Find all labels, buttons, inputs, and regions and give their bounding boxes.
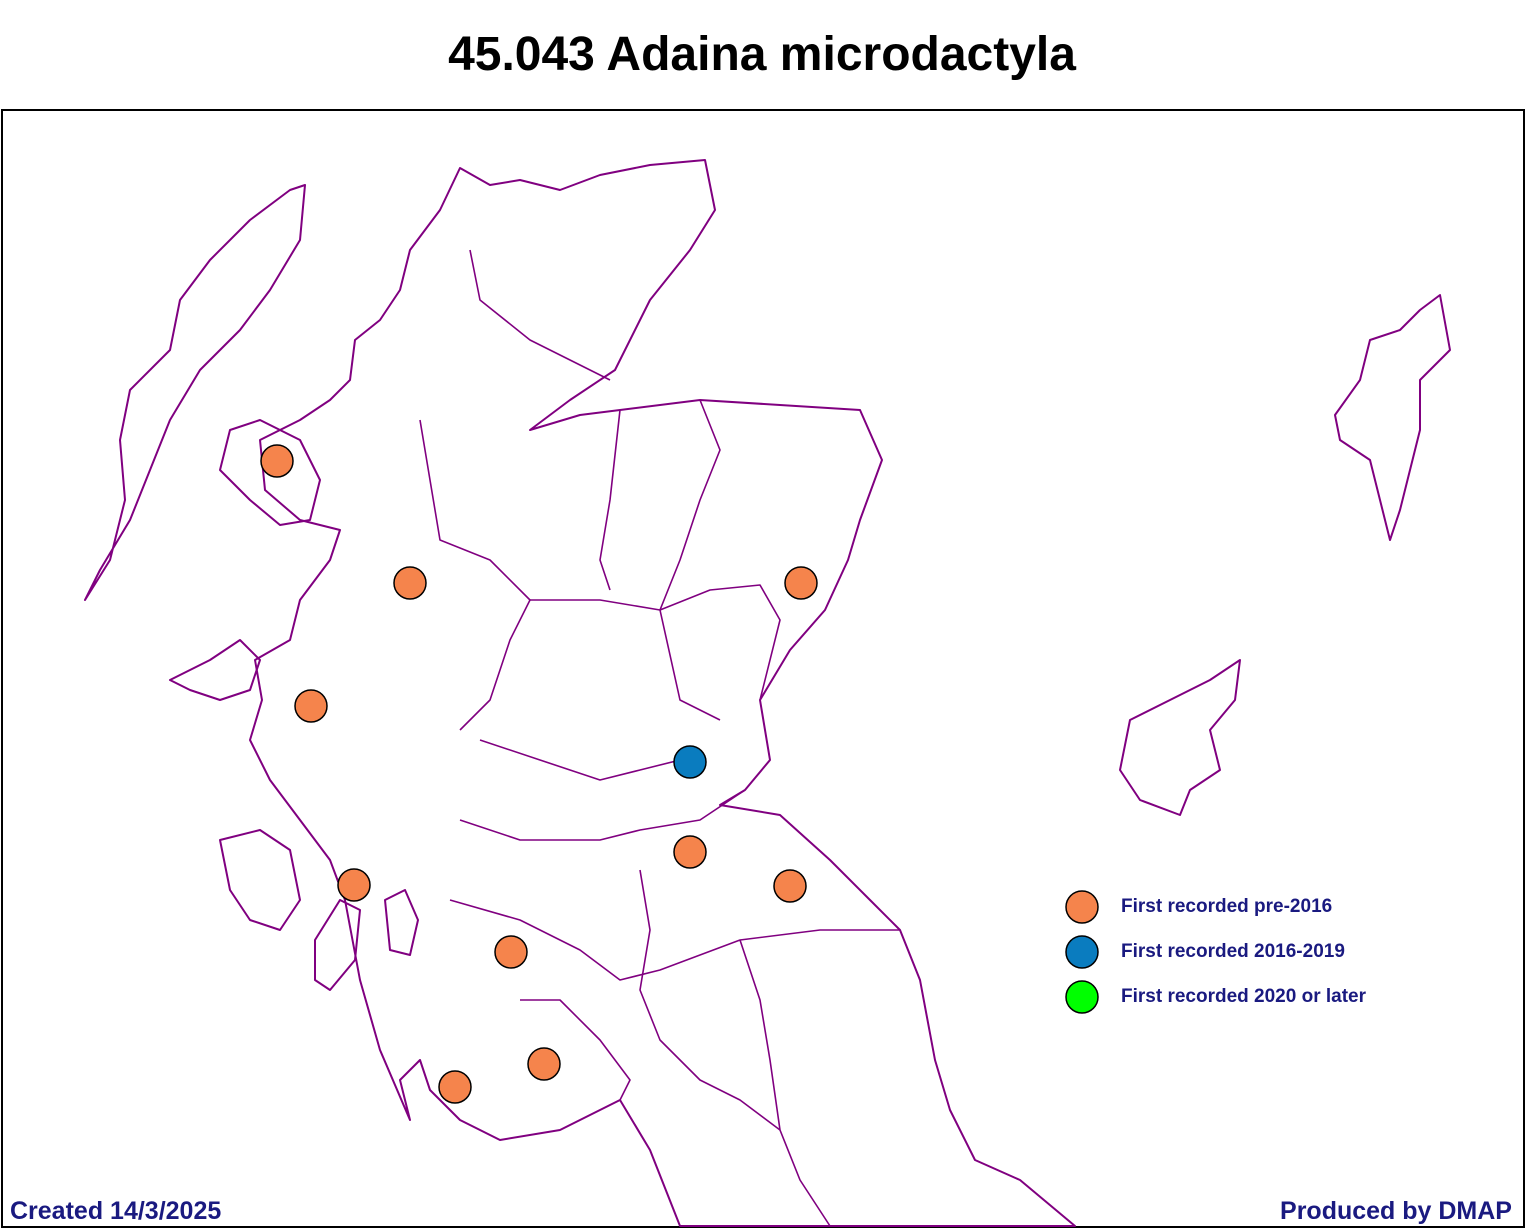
boundary [469, 249, 611, 381]
record-dot [673, 835, 707, 869]
boundary [639, 869, 781, 1131]
boundary [530, 584, 781, 701]
island [84, 184, 306, 601]
record-dot [773, 869, 807, 903]
record-dot [294, 689, 328, 723]
island [219, 829, 301, 931]
record-dot [494, 935, 528, 969]
record-dot [260, 444, 294, 478]
record-dot [393, 566, 427, 600]
boundary [459, 789, 746, 841]
map-frame [1, 109, 1525, 1228]
boundary [449, 899, 900, 981]
record-dot [784, 566, 818, 600]
island [169, 639, 261, 701]
records [260, 444, 818, 1104]
record-dot [438, 1070, 472, 1104]
record-dot [337, 868, 371, 902]
map-outlines [84, 159, 1451, 1227]
island [1119, 659, 1241, 816]
legend-label: First recorded 2020 or later [1121, 986, 1367, 1007]
record-dot [527, 1047, 561, 1081]
producer: Produced by DMAP [1280, 1197, 1512, 1225]
mainland-coast [249, 159, 1076, 1227]
island [314, 899, 361, 991]
island [1334, 294, 1451, 541]
boundary [520, 999, 631, 1101]
legend-swatch [1065, 890, 1099, 924]
created-date: Created 14/3/2025 [10, 1197, 221, 1225]
boundary [479, 739, 681, 781]
legend-swatch [1065, 980, 1099, 1014]
island [219, 419, 321, 526]
legend: First recorded pre-2016 First recorded 20… [1065, 890, 1367, 1014]
record-dot [673, 745, 707, 779]
legend-label: First recorded 2016-2019 [1121, 941, 1345, 962]
boundary [659, 399, 721, 721]
legend-label: First recorded pre-2016 [1121, 896, 1332, 917]
map-title: 45.043 Adaina microdactyla [448, 28, 1076, 81]
island [384, 889, 419, 956]
boundary [419, 419, 531, 731]
legend-swatch [1065, 935, 1099, 969]
boundary [599, 409, 621, 591]
boundary [739, 939, 831, 1227]
